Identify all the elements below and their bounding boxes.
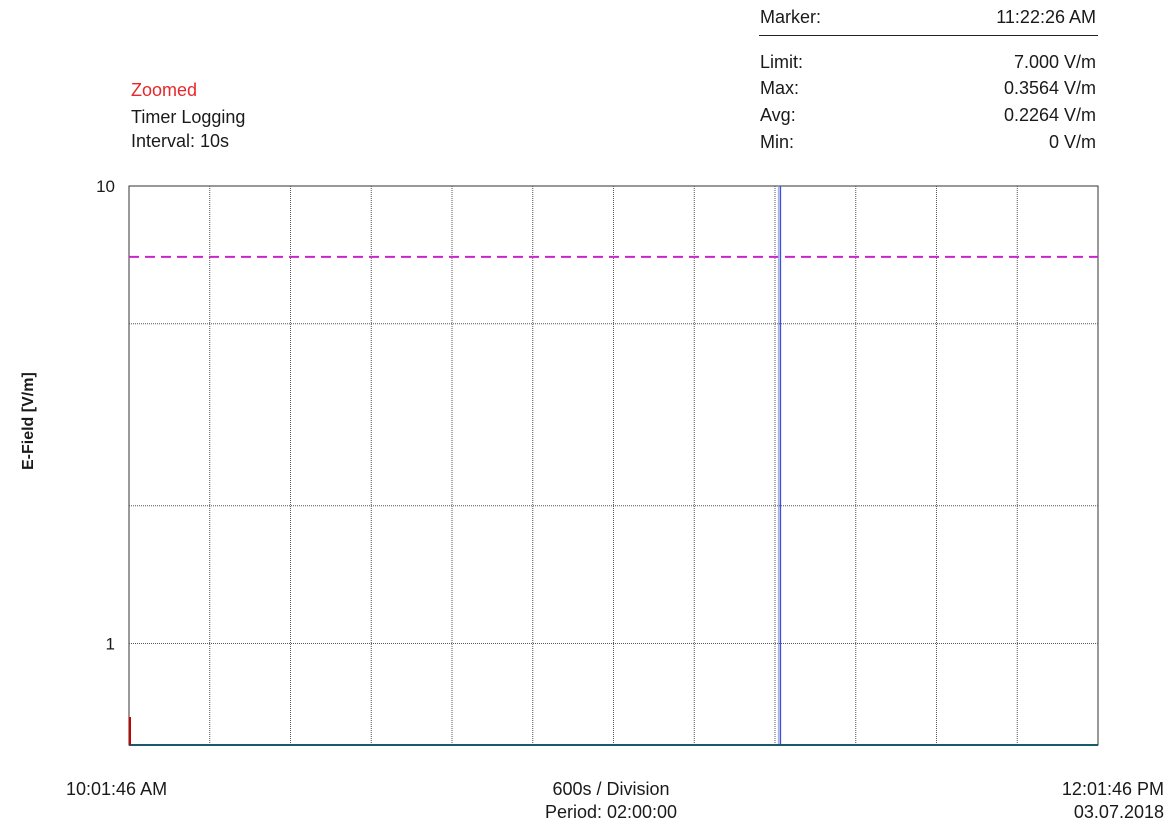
marker-value: 11:22:26 AM (996, 7, 1096, 27)
x-end-time: 12:01:46 PM (1061, 779, 1164, 799)
marker-label: Marker: (760, 7, 822, 27)
zoom-status: Zoomed (131, 80, 198, 100)
min-label: Min: (760, 132, 795, 152)
logging-mode: Timer Logging (131, 107, 246, 127)
avg-label: Avg: (760, 105, 796, 125)
y-tick-label: 10 (96, 177, 115, 196)
min-value: 0 V/m (1048, 132, 1096, 152)
y-tick-label: 1 (106, 635, 115, 654)
marker-divider (759, 35, 1098, 36)
plot-frame (128, 185, 1099, 746)
max-label: Max: (760, 78, 800, 98)
x-end-date: 03.07.2018 (1073, 802, 1164, 822)
logging-interval: Interval: 10s (131, 131, 230, 151)
avg-value: 0.2264 V/m (1003, 105, 1096, 125)
x-division: 600s / Division (552, 779, 670, 799)
limit-label: Limit: (760, 52, 804, 72)
x-period: Period: 02:00:00 (544, 802, 678, 822)
max-value: 0.3564 V/m (1003, 78, 1096, 98)
limit-value: 7.000 V/m (1013, 52, 1096, 72)
x-start-time: 10:01:46 AM (66, 779, 168, 799)
